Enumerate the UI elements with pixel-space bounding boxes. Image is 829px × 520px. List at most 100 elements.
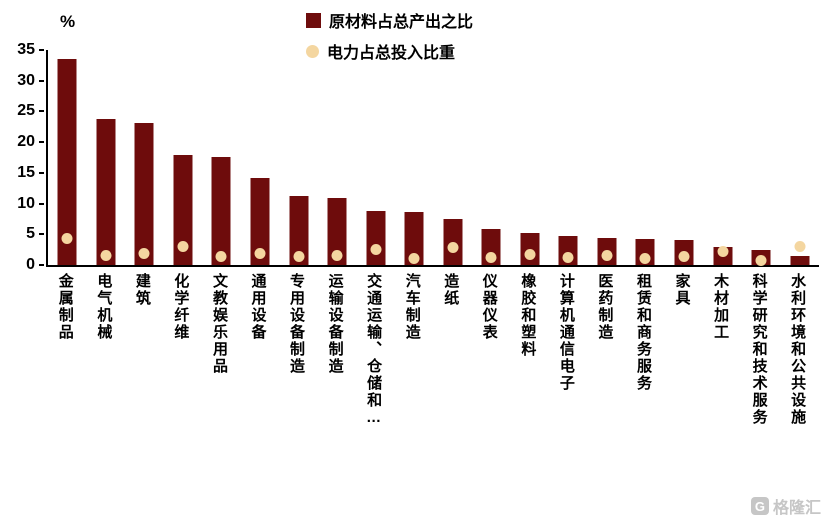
bar-column xyxy=(511,50,550,265)
x-axis-label: 化学纤维 xyxy=(172,273,190,341)
x-label-cell: 木材加工 xyxy=(701,273,740,513)
bar-raw-materials xyxy=(289,196,309,265)
bar-column xyxy=(48,50,87,265)
bar-column xyxy=(87,50,126,265)
bar-raw-materials xyxy=(96,119,116,265)
x-axis-label: 租赁和商务服务 xyxy=(634,273,652,392)
dot-electricity xyxy=(639,253,651,265)
dot-electricity xyxy=(601,250,613,262)
bar-raw-materials xyxy=(250,178,270,265)
bar-raw-materials xyxy=(404,211,424,265)
x-label-cell: 运输设备制造 xyxy=(316,273,355,513)
y-tick: 15 xyxy=(17,163,44,181)
x-axis-label: 金属制品 xyxy=(56,273,74,341)
x-label-cell: 汽车制造 xyxy=(393,273,432,513)
y-tick-label: 30 xyxy=(17,71,35,89)
x-label-cell: 金属制品 xyxy=(46,273,85,513)
x-axis-label: 计算机通信电子 xyxy=(557,273,575,392)
x-axis-label: 通用设备 xyxy=(249,273,267,341)
x-axis-label: 家具 xyxy=(673,273,691,307)
dot-electricity xyxy=(100,250,112,262)
x-label-cell: 计算机通信电子 xyxy=(547,273,586,513)
bar-column xyxy=(395,50,434,265)
x-axis-labels: 金属制品 电气机械 建筑 化学纤维 文教娱乐用品 通用设备 专用设备制造 运输设备制造 交通运输… xyxy=(46,273,817,513)
x-label-cell: 造纸 xyxy=(431,273,470,513)
bar-column xyxy=(665,50,704,265)
bar-column xyxy=(164,50,203,265)
y-tick-mark xyxy=(39,49,44,51)
x-label-cell: 文教娱乐用品 xyxy=(200,273,239,513)
bar-column xyxy=(318,50,357,265)
bar-column xyxy=(433,50,472,265)
dot-electricity xyxy=(331,250,343,262)
y-axis-unit-label: % xyxy=(60,12,76,31)
bar-column xyxy=(241,50,280,265)
bar-raw-materials xyxy=(327,198,347,265)
y-tick-label: 35 xyxy=(17,41,35,58)
legend-circle-swatch xyxy=(306,44,319,58)
legend-item-electricity: 电力占总投入比重 xyxy=(306,39,473,63)
dot-electricity xyxy=(562,252,574,264)
y-tick-mark xyxy=(39,79,44,82)
x-label-cell: 水利环境和公共设施 xyxy=(778,273,817,513)
bar-raw-materials xyxy=(134,122,154,265)
y-tick-label: 20 xyxy=(17,133,35,151)
bar-column xyxy=(549,50,588,265)
dot-electricity xyxy=(678,250,690,262)
legend: 原材料占总产出之比 电力占总投入比重 xyxy=(306,8,473,63)
y-tick: 5 xyxy=(26,226,44,242)
x-axis-label: 医药制造 xyxy=(596,273,614,341)
dot-electricity xyxy=(755,254,767,266)
bar-column xyxy=(588,50,627,265)
y-tick: 25 xyxy=(17,103,44,119)
dot-electricity xyxy=(215,250,227,262)
x-label-cell: 建筑 xyxy=(123,273,162,513)
legend-label-electricity: 电力占总投入比重 xyxy=(327,45,456,62)
bar-raw-materials xyxy=(366,210,386,265)
x-label-cell: 通用设备 xyxy=(239,273,278,513)
y-tick: 0 xyxy=(26,257,44,273)
gelonghui-logo-icon: G xyxy=(750,497,769,515)
x-axis-label: 建筑 xyxy=(133,273,151,307)
y-tick: 30 xyxy=(17,71,44,89)
y-tick: 35 xyxy=(17,42,44,58)
dot-electricity xyxy=(524,249,536,261)
dot-electricity xyxy=(61,233,73,245)
x-label-cell: 化学纤维 xyxy=(162,273,201,513)
dot-electricity xyxy=(485,252,497,264)
x-label-cell: 科学研究和技术服务 xyxy=(740,273,779,513)
legend-item-raw-materials: 原材料占总产出之比 xyxy=(306,8,473,32)
y-tick-mark xyxy=(39,233,44,236)
dot-electricity xyxy=(370,244,382,256)
dot-electricity xyxy=(717,246,729,257)
x-label-cell: 橡胶和塑料 xyxy=(509,273,548,513)
bar-column xyxy=(356,50,395,265)
x-label-cell: 仪器仪表 xyxy=(470,273,509,513)
bar-column xyxy=(703,50,742,265)
dot-electricity xyxy=(447,242,459,254)
x-label-cell: 专用设备制造 xyxy=(277,273,316,513)
bar-column xyxy=(202,50,241,265)
y-tick: 20 xyxy=(17,134,44,150)
dot-electricity xyxy=(794,241,806,253)
x-label-cell: 交通运输、仓储和… xyxy=(354,273,393,513)
dot-electricity xyxy=(254,248,266,260)
watermark-text: 格隆汇 xyxy=(772,500,821,517)
bar-raw-materials xyxy=(790,255,810,265)
x-axis-label: 水利环境和公共设施 xyxy=(789,273,807,426)
y-tick: 10 xyxy=(17,195,44,212)
x-axis-label: 木材加工 xyxy=(712,273,730,341)
bar-column xyxy=(626,50,665,265)
bar-column xyxy=(279,50,318,265)
y-tick-label: 25 xyxy=(17,102,35,120)
bar-column xyxy=(125,50,164,265)
x-axis-label: 交通运输、仓储和… xyxy=(365,273,383,428)
y-tick-label: 5 xyxy=(26,225,35,243)
dot-electricity xyxy=(138,247,150,259)
x-axis-label: 专用设备制造 xyxy=(288,273,306,375)
y-tick-label: 15 xyxy=(17,163,35,181)
bar-column xyxy=(780,50,819,265)
watermark: G 格隆汇 xyxy=(750,494,821,518)
x-axis-label: 文教娱乐用品 xyxy=(210,273,228,375)
dot-electricity xyxy=(408,253,420,265)
